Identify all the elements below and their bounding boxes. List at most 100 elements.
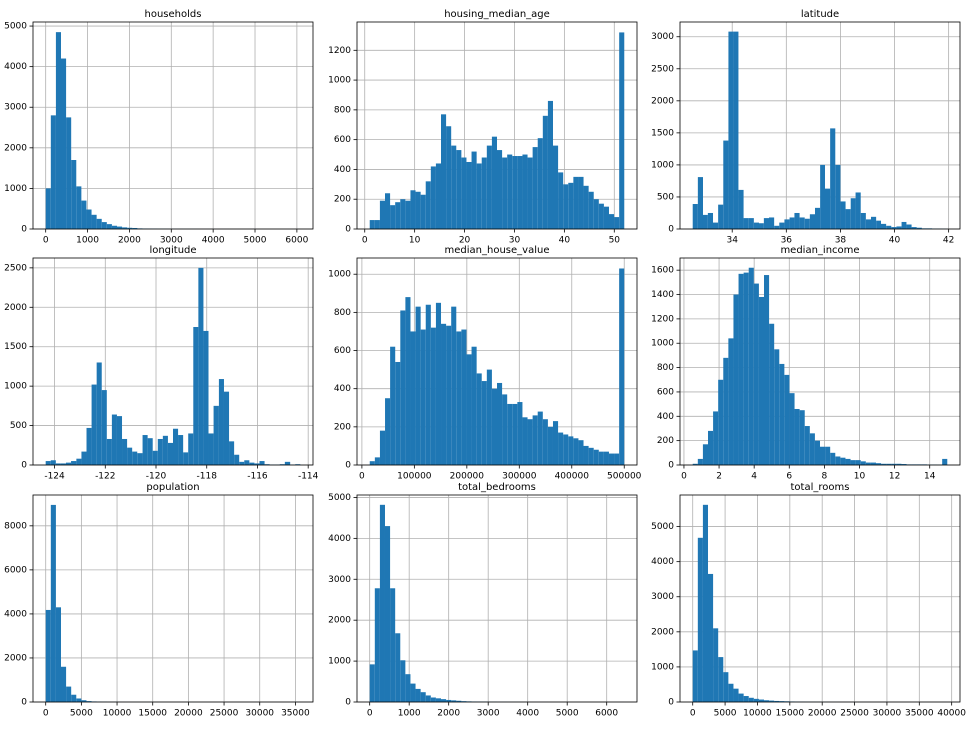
bar [527, 157, 533, 229]
bar [507, 403, 513, 465]
y-tick-label: 200 [334, 195, 351, 205]
x-tick-label: 0 [362, 236, 368, 246]
bar [547, 100, 553, 229]
bar [456, 331, 462, 465]
bar [583, 185, 589, 229]
bar [471, 346, 477, 465]
x-tick-label: 100000 [397, 472, 432, 482]
x-tick-label: 4000 [516, 709, 539, 719]
y-tick-label: 8000 [4, 521, 27, 531]
bar [593, 199, 599, 229]
y-tick-label: 400 [657, 412, 674, 422]
bar [558, 432, 564, 465]
bar [405, 297, 411, 465]
bar [425, 695, 431, 702]
bar [461, 701, 467, 702]
bar [870, 216, 877, 229]
x-tick-label: 40 [559, 236, 571, 246]
bar [127, 447, 133, 465]
bar [619, 32, 625, 229]
bar [132, 451, 138, 465]
x-tick-label: 400000 [555, 472, 590, 482]
bar [106, 438, 112, 465]
bar [774, 225, 780, 229]
x-tick-label: 10000 [743, 709, 772, 719]
y-tick-label: 2000 [4, 143, 27, 153]
bar [708, 573, 714, 702]
bar [563, 184, 569, 229]
bar [784, 219, 790, 229]
bar [835, 164, 841, 229]
x-tick-label: 30000 [245, 709, 274, 719]
x-tick-label: 300000 [502, 472, 537, 482]
y-tick-label: 0 [668, 698, 674, 708]
bar [420, 692, 426, 702]
bar [906, 224, 912, 229]
y-tick-label: 0 [345, 225, 351, 235]
bar [400, 660, 406, 702]
bar [881, 463, 887, 465]
bar [614, 453, 620, 465]
bar [203, 330, 209, 465]
bar [137, 453, 143, 465]
bar [845, 458, 851, 465]
x-tick-label: 10 [409, 236, 421, 246]
bar [911, 227, 917, 229]
bar [451, 306, 457, 465]
bar [374, 588, 380, 702]
bar [111, 414, 117, 465]
histogram-panel: median_income 0 2 4 6 8 10 12 14 0 200 400 600 800 100… [651, 245, 961, 482]
bar [400, 310, 406, 465]
bar [527, 419, 533, 465]
axes-frame [679, 494, 961, 703]
bar [814, 440, 820, 465]
chart-title: population [146, 482, 199, 493]
y-tick-label: 1000 [651, 339, 674, 349]
bar [369, 461, 375, 465]
bar [76, 186, 82, 229]
bar [532, 415, 538, 465]
bar [865, 219, 871, 229]
y-tick-label: 1400 [651, 290, 674, 300]
x-tick-label: 15000 [138, 709, 167, 719]
bar [855, 460, 861, 465]
bar [390, 205, 396, 229]
x-tick-label: 8 [822, 472, 828, 482]
bar [870, 462, 876, 465]
x-tick-label: 2 [716, 472, 722, 482]
y-tick-label: 2000 [4, 653, 27, 663]
bar [702, 214, 708, 229]
x-tick-label: 30000 [873, 709, 902, 719]
bar [167, 442, 173, 465]
bar [507, 154, 513, 229]
bar [451, 145, 457, 229]
x-tick-label: 0 [43, 236, 49, 246]
bar [789, 393, 795, 465]
y-tick-label: 4000 [651, 557, 674, 567]
bar [733, 31, 739, 229]
chart-title: median_income [780, 245, 859, 256]
bar [369, 220, 375, 229]
x-tick-label: 15000 [776, 709, 805, 719]
bar [91, 214, 97, 229]
axes-frame [679, 257, 961, 466]
bar [692, 463, 698, 465]
x-tick-label: 0 [43, 709, 49, 719]
bar [66, 686, 72, 702]
y-tick-label: 500 [10, 421, 27, 431]
x-tick-label: 1000 [398, 709, 421, 719]
chart-title: total_rooms [791, 482, 850, 493]
bar [568, 182, 574, 229]
x-tick-label: 0 [367, 709, 373, 719]
bar [60, 463, 66, 465]
x-tick-label: 25000 [210, 709, 239, 719]
x-tick-label: 35000 [905, 709, 934, 719]
bar [743, 272, 749, 465]
bar [522, 417, 528, 465]
bar [45, 461, 51, 465]
bar [435, 698, 441, 702]
bar [117, 226, 123, 229]
bar [440, 699, 447, 702]
bar [840, 201, 846, 229]
